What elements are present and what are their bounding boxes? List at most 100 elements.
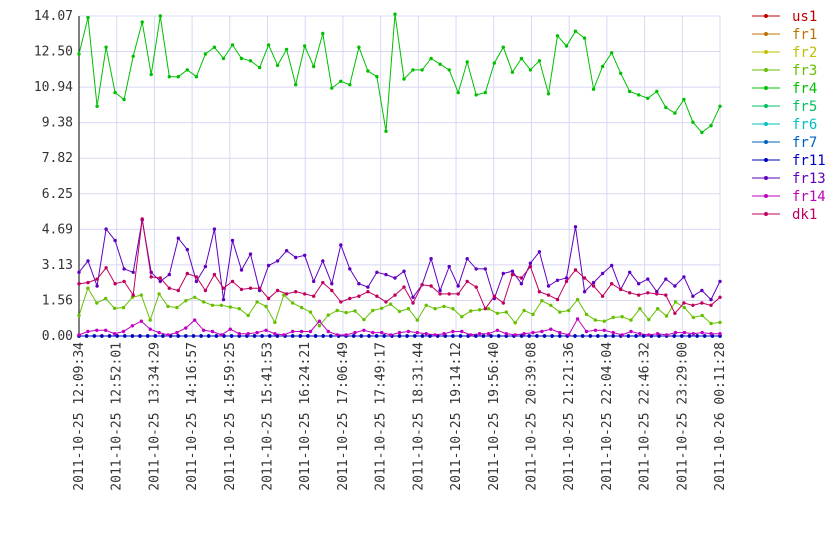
x-tick-label: 2011-10-25 13:34:29 — [147, 342, 162, 491]
data-point-fr3 — [531, 312, 535, 317]
data-point-fr3 — [602, 319, 606, 323]
data-point-fr4 — [537, 59, 542, 63]
data-point-fr14 — [219, 333, 224, 337]
x-axis-ticks: 2011-10-25 12:09:34 2011-10-25 12:52:01 20… — [72, 342, 728, 491]
data-point-fr4 — [628, 89, 632, 94]
data-point-fr14 — [415, 330, 419, 335]
data-point-fr3 — [264, 304, 268, 309]
data-point-fr13 — [573, 225, 578, 229]
data-point-fr14 — [317, 319, 322, 323]
data-point-fr13 — [366, 285, 370, 289]
legend-label: fr14 — [792, 189, 826, 205]
data-point-fr4 — [194, 75, 199, 79]
x-tick-label: 2011-10-25 19:14:12 — [449, 342, 464, 491]
data-point-fr13 — [709, 297, 713, 302]
data-point-dk1 — [438, 292, 442, 296]
data-point-fr13 — [555, 278, 560, 282]
data-point-dk1 — [429, 284, 433, 288]
data-point-fr13 — [104, 227, 108, 231]
data-point-fr11 — [229, 334, 234, 338]
data-point-fr4 — [248, 59, 253, 63]
data-point-fr11 — [313, 334, 318, 338]
data-point-fr4 — [564, 44, 569, 48]
data-point-fr13 — [294, 255, 298, 260]
data-point-fr11 — [306, 334, 310, 338]
data-point-fr11 — [634, 334, 638, 338]
x-tick-label: 2011-10-25 20:39:08 — [524, 342, 539, 491]
data-point-fr4 — [691, 120, 695, 124]
legend-item-fr7: fr7 — [752, 135, 817, 151]
x-tick-label: 2011-10-25 22:04:04 — [600, 342, 615, 491]
data-point-dk1 — [257, 286, 262, 290]
y-axis-ticks: 0.00 1.56 3.13 4.69 6.25 7.82 9.38 10.94 12.50 14… — [34, 9, 73, 344]
data-point-fr3 — [193, 295, 197, 299]
data-point-fr11 — [146, 334, 150, 338]
x-tick-label: 2011-10-25 21:21:36 — [562, 342, 577, 491]
data-point-fr4 — [104, 45, 108, 49]
data-point-fr13 — [384, 272, 388, 277]
data-point-fr14 — [540, 329, 544, 334]
legend-item-us1: us1 — [752, 9, 817, 25]
data-point-fr13 — [375, 270, 379, 274]
data-point-fr14 — [157, 330, 161, 335]
data-point-fr13 — [321, 259, 325, 263]
legend-item-fr1: fr1 — [752, 27, 817, 43]
data-point-fr4 — [411, 68, 415, 72]
data-point-fr4 — [131, 54, 135, 58]
data-point-fr14 — [201, 328, 206, 332]
data-point-dk1 — [682, 301, 686, 305]
data-point-fr3 — [175, 305, 179, 310]
series-fr3 — [77, 286, 722, 328]
data-point-fr3 — [388, 302, 393, 306]
data-point-fr14 — [139, 319, 143, 323]
data-point-fr4 — [619, 71, 623, 76]
x-tick-label: 2011-10-25 12:09:34 — [72, 342, 87, 491]
legend-label: fr7 — [792, 135, 817, 151]
data-point-fr3 — [104, 296, 108, 301]
data-point-fr13 — [610, 263, 614, 268]
data-point-fr4 — [600, 64, 605, 69]
data-point-fr3 — [442, 304, 446, 309]
x-tick-label: 2011-10-25 18:31:44 — [411, 342, 426, 491]
data-point-dk1 — [167, 286, 171, 290]
data-point-fr3 — [415, 318, 419, 322]
data-point-fr13 — [700, 288, 704, 293]
data-point-dk1 — [194, 275, 199, 279]
data-point-dk1 — [375, 294, 379, 298]
x-tick-label: 2011-10-25 17:06:49 — [336, 342, 351, 491]
data-point-fr11 — [374, 334, 379, 338]
data-point-fr11 — [451, 334, 455, 338]
data-point-fr11 — [405, 334, 409, 338]
data-point-fr14 — [291, 329, 295, 334]
data-point-fr13 — [402, 269, 406, 273]
data-point-fr14 — [513, 333, 517, 337]
data-point-fr3 — [424, 303, 428, 307]
data-point-fr4 — [321, 31, 325, 36]
data-point-fr11 — [275, 334, 280, 338]
legend-swatch-marker — [764, 68, 768, 72]
y-tick-label: 7.82 — [42, 151, 73, 166]
data-point-fr14 — [522, 332, 526, 336]
data-point-dk1 — [582, 276, 587, 280]
data-point-fr11 — [130, 334, 135, 338]
series-fr4 — [77, 12, 722, 135]
x-tick-label: 2011-10-25 19:56:40 — [487, 342, 502, 491]
data-point-fr13 — [203, 264, 208, 269]
data-point-fr4 — [257, 65, 262, 70]
data-point-fr3 — [673, 300, 678, 304]
data-point-fr4 — [95, 104, 99, 109]
legend-swatch-marker — [764, 122, 768, 126]
legend-swatch-marker — [764, 86, 768, 90]
data-point-fr3 — [157, 292, 161, 296]
data-point-fr4 — [294, 83, 298, 87]
legend-swatch-marker — [764, 194, 768, 198]
data-point-fr14 — [495, 328, 500, 332]
data-point-fr3 — [166, 304, 170, 309]
legend-swatch-marker — [764, 158, 768, 162]
data-point-fr13 — [664, 277, 668, 281]
data-point-dk1 — [474, 285, 478, 289]
data-point-fr11 — [519, 334, 524, 338]
data-point-fr4 — [474, 93, 478, 97]
data-point-fr4 — [510, 70, 515, 74]
data-point-fr3 — [433, 307, 437, 311]
